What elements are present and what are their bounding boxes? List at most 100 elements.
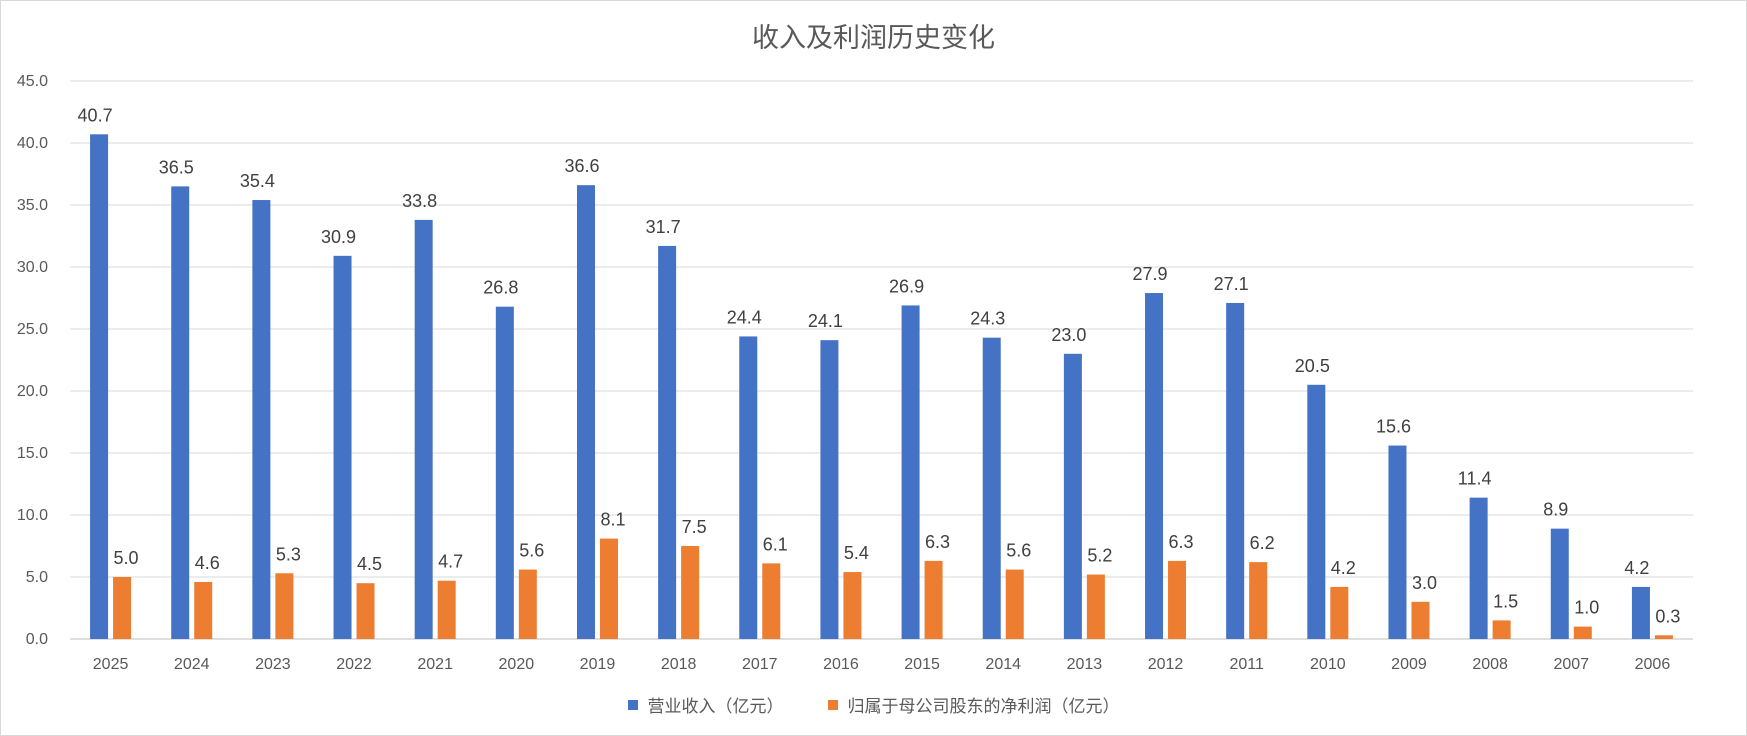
bar-net-profit [1654,635,1673,639]
data-label: 24.4 [727,307,762,327]
x-tick-label: 2008 [1472,656,1508,673]
data-label: 36.6 [564,156,599,176]
bar-revenue [252,200,271,640]
bar-revenue [333,255,352,639]
bar-net-profit [518,569,537,639]
data-label: 5.4 [844,543,869,563]
x-tick-label: 2020 [499,656,535,673]
y-tick-label: 5.0 [26,569,48,586]
data-label: 23.0 [1051,325,1086,345]
y-tick-label: 35.0 [17,197,48,214]
data-label: 1.0 [1574,598,1599,618]
data-label: 24.3 [970,309,1005,329]
data-label: 4.6 [195,553,220,573]
bar-net-profit [1330,586,1349,639]
bar-net-profit [1168,560,1187,639]
bar-net-profit [1249,562,1268,639]
x-tick-label: 2024 [174,656,210,673]
data-label: 6.3 [925,532,950,552]
data-label: 5.0 [114,548,139,568]
legend-item-net-profit: 归属于母公司股东的净利润（亿元） [827,692,1120,717]
bar-revenue [495,306,514,639]
y-tick-label: 45.0 [17,73,48,90]
x-tick-label: 2016 [823,656,859,673]
data-label: 35.4 [240,171,275,191]
bar-net-profit [681,546,700,639]
data-label: 11.4 [1458,469,1492,489]
data-label: 31.7 [646,217,681,237]
bar-net-profit [113,577,132,639]
bar-revenue [1226,302,1245,639]
data-label: 6.1 [763,534,788,554]
bar-chart: 0.0 5.0 10.0 15.0 20.0 25.0 30.0 35.0 40.0 45.0 40… [17,73,1693,673]
x-tick-label: 2023 [255,656,291,673]
x-tick-label: 2014 [985,656,1021,673]
bar-revenue [820,340,839,639]
bar-revenue [576,185,595,639]
data-label: 33.8 [402,191,437,211]
bar-revenue [1469,497,1488,639]
data-label: 27.1 [1214,274,1249,294]
bar-net-profit [1573,626,1592,639]
data-label: 5.6 [519,541,544,561]
bar-revenue [1307,384,1326,639]
legend-label-revenue: 营业收入（亿元） [647,697,784,717]
bar-revenue [739,336,758,639]
legend-swatch-net-profit [827,699,838,710]
x-tick-label: 2021 [417,656,453,673]
legend-label-net-profit: 归属于母公司股东的净利润（亿元） [847,697,1120,717]
bar-net-profit [1411,601,1430,639]
legend-swatch-revenue [627,699,638,710]
bar-net-profit [1086,574,1105,639]
data-label: 26.9 [889,276,924,296]
x-tick-label: 2012 [1148,656,1184,673]
x-tick-label: 2022 [336,656,372,673]
data-label: 15.6 [1376,417,1411,437]
x-tick-label: 2009 [1391,656,1427,673]
data-label: 27.9 [1133,264,1168,284]
y-tick-label: 25.0 [17,321,48,338]
legend-item-revenue: 营业收入（亿元） [627,692,784,717]
bar-revenue [901,305,920,639]
data-label: 7.5 [682,517,707,537]
bar-revenue [1388,445,1407,639]
x-tick-label: 2011 [1229,656,1264,673]
x-tick-label: 2013 [1067,656,1103,673]
bar-net-profit [762,563,781,639]
bar-revenue [1063,353,1082,639]
x-tick-label: 2015 [904,656,940,673]
data-label: 3.0 [1412,573,1437,593]
data-label: 0.3 [1655,606,1680,626]
chart-title: 收入及利润历史变化 [752,23,995,54]
bar-net-profit [843,572,862,639]
data-label: 40.7 [78,105,113,125]
bar-revenue [414,219,433,639]
y-tick-label: 20.0 [17,383,48,400]
bar-revenue [90,134,109,639]
bar-net-profit [356,583,375,639]
data-label: 1.5 [1493,591,1518,611]
bar-revenue [658,245,677,640]
data-label: 4.2 [1331,558,1356,578]
legend: 营业收入（亿元） 归属于母公司股东的净利润（亿元） [0,692,1747,717]
bar-net-profit [194,581,213,639]
y-tick-label: 10.0 [17,507,48,524]
bar-net-profit [1005,569,1024,639]
data-label: 5.3 [276,544,301,564]
y-tick-label: 40.0 [17,135,48,152]
bar-net-profit [924,560,943,639]
data-label: 4.2 [1624,558,1649,578]
data-label: 30.9 [321,227,356,247]
data-label: 20.5 [1295,356,1330,376]
data-label: 24.1 [808,311,843,331]
y-tick-label: 15.0 [17,445,48,462]
data-label: 5.6 [1006,541,1031,561]
data-label: 4.7 [438,552,463,572]
x-tick-label: 2010 [1310,656,1346,673]
x-tick-label: 2007 [1553,656,1589,673]
y-tick-label: 0.0 [26,631,48,648]
bar-revenue [1631,586,1650,639]
data-label: 8.9 [1543,500,1568,520]
bar-revenue [1145,293,1164,639]
x-tick-label: 2019 [580,656,616,673]
